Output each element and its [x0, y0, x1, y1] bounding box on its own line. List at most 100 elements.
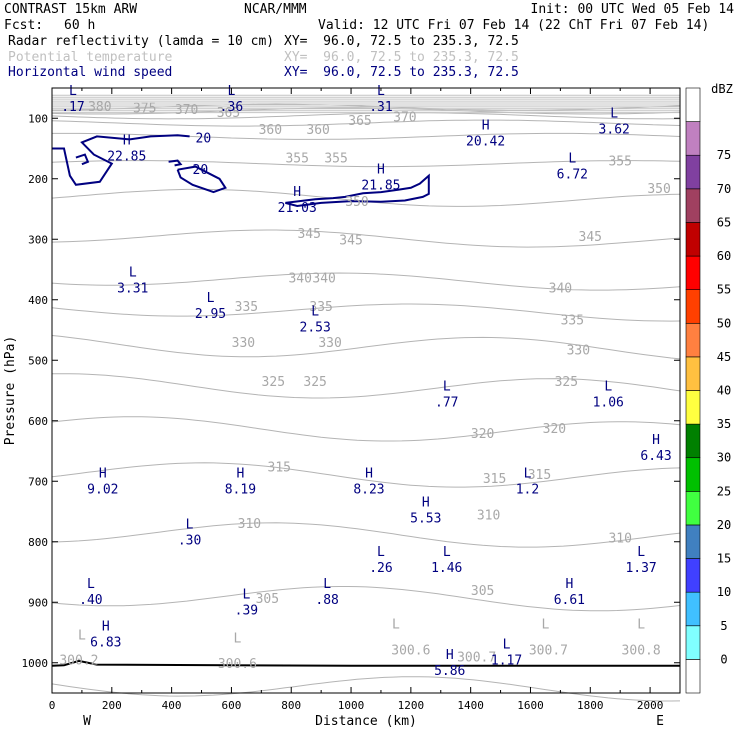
theta-label: 345 — [339, 233, 362, 248]
wind-low-marker: L — [377, 84, 385, 99]
colorbar-label: 50 — [717, 316, 731, 330]
theta-label: 325 — [262, 375, 285, 390]
colorbar-label: 20 — [717, 518, 731, 532]
theta-label: 350 — [345, 195, 368, 210]
theta-contour-375 — [51, 107, 681, 115]
theta-label: 340 — [312, 271, 335, 286]
colorbar-label: 55 — [717, 283, 731, 297]
colorbar-label: 30 — [717, 451, 731, 465]
colorbar-swatch — [685, 322, 701, 358]
wind-high-marker: H — [123, 134, 131, 149]
colorbar-label: 65 — [717, 215, 731, 229]
wind-low-marker: L — [87, 577, 95, 592]
wind-extremum-value: 20.42 — [466, 134, 505, 149]
x-tick-label: 1000 — [338, 699, 365, 712]
theta-label: 335 — [309, 300, 332, 315]
theta-label: 300.2 — [59, 654, 98, 669]
wind-extremum-value: 6.72 — [557, 168, 588, 183]
colorbar-swatch — [685, 154, 701, 190]
theta-label: 355 — [608, 155, 631, 170]
field-xy-wind: XY= 96.0, 72.5 to 235.3, 72.5 — [284, 65, 519, 80]
y-tick-label: 1000 — [22, 657, 49, 670]
forecast-label: Fcst: — [4, 18, 44, 33]
theta-label: 320 — [543, 422, 566, 437]
colorbar-swatch — [685, 659, 701, 694]
wind-extremum-value: .26 — [369, 561, 392, 576]
wind-extremum-value: .77 — [435, 396, 458, 411]
wind-high-marker: H — [293, 185, 301, 200]
x-end-label-east: E — [656, 714, 664, 729]
colorbar-swatch — [685, 188, 701, 223]
theta-label: 370 — [393, 110, 416, 125]
colorbar-label: 70 — [717, 182, 731, 196]
contour-labels: 380 375 370 365 360 360 365 370 355 355 355 350 350 3… — [59, 84, 671, 679]
wind-high-marker: H — [446, 648, 454, 663]
theta-label: 300.7 — [529, 643, 568, 658]
x-tick-label: 800 — [281, 699, 301, 712]
axes: 0 200 400 600 800 1000 1200 1400 1600 1800 2000 100… — [3, 87, 681, 729]
colorbar-swatch — [685, 356, 701, 391]
theta-label: 350 — [647, 182, 670, 197]
wind-extremum-value: 1.06 — [593, 396, 624, 411]
colorbar-swatch — [685, 121, 701, 156]
wind-extremum-value: 5.86 — [434, 664, 465, 679]
wind-low-marker: L — [637, 545, 645, 560]
theta-contour-335 — [51, 303, 681, 322]
wind-extremum-value: .40 — [79, 593, 102, 608]
field-xy-theta: XY= 96.0, 72.5 to 235.3, 72.5 — [284, 50, 519, 65]
plot-frame — [51, 87, 681, 694]
x-tick-label: 0 — [49, 699, 56, 712]
x-tick-label: 1200 — [398, 699, 425, 712]
wind-contour-20 — [285, 173, 430, 208]
theta-label: 330 — [232, 336, 255, 351]
theta-contour-315 — [51, 462, 681, 488]
x-tick-label: 400 — [162, 699, 182, 712]
x-end-label-west: W — [83, 714, 91, 729]
colorbar-label: 5 — [720, 619, 727, 633]
wind-extremum-value: 1.2 — [516, 482, 539, 497]
wind-contour-label: 20 — [196, 131, 212, 146]
init-time: Init: 00 UTC Wed 05 Feb 14 — [530, 2, 735, 17]
theta-label: 315 — [268, 461, 291, 476]
colorbar-swatch — [685, 558, 701, 593]
wind-extremum-value: .88 — [315, 593, 338, 608]
theta-label: 360 — [259, 123, 282, 138]
y-tick-label: 400 — [28, 294, 48, 307]
colorbar-label: 75 — [717, 148, 731, 162]
theta-label: 300.6 — [391, 643, 430, 658]
wind-low-marker: L — [207, 291, 215, 306]
colorbar-swatch — [685, 87, 701, 122]
wind-high-marker: H — [102, 619, 110, 634]
wind-contour-20 — [75, 153, 90, 166]
wind-extremum-value: 6.61 — [554, 593, 585, 608]
theta-contour-310 — [51, 522, 681, 548]
wind-high-marker: H — [482, 118, 490, 133]
theta-label: 335 — [561, 314, 584, 329]
theta-label: 370 — [175, 103, 198, 118]
theta-label: 320 — [471, 427, 494, 442]
wind-high-marker: H — [422, 495, 430, 510]
field-name-theta: Potential temperature — [8, 50, 173, 65]
wind-extremum-value: 3.31 — [117, 281, 148, 296]
theta-low-marker: L — [542, 618, 550, 633]
wind-low-marker: L — [524, 466, 532, 481]
wind-low-marker: L — [604, 380, 612, 395]
wind-low-marker: L — [377, 545, 385, 560]
theta-label: 300.6 — [218, 657, 257, 672]
x-axis-label: Distance (km) — [315, 714, 417, 729]
theta-label: 360 — [306, 123, 329, 138]
theta-contour-340 — [51, 272, 681, 291]
theta-contour-330 — [51, 335, 681, 360]
theta-label: 325 — [555, 375, 578, 390]
colorbar-swatch — [685, 457, 701, 492]
theta-label: 365 — [348, 114, 371, 129]
colorbar-label: 10 — [717, 585, 731, 599]
colorbar-swatch — [685, 423, 701, 459]
theta-label: 325 — [303, 375, 326, 390]
theta-label: 375 — [133, 101, 156, 116]
theta-low-marker: L — [392, 618, 400, 633]
wind-extremum-value: 1.17 — [491, 653, 522, 668]
colorbar-swatch — [685, 289, 701, 324]
valid-time: Valid: 12 UTC Fri 07 Feb 14 (22 ChT Fri … — [318, 18, 710, 33]
theta-contour-320 — [51, 416, 681, 442]
